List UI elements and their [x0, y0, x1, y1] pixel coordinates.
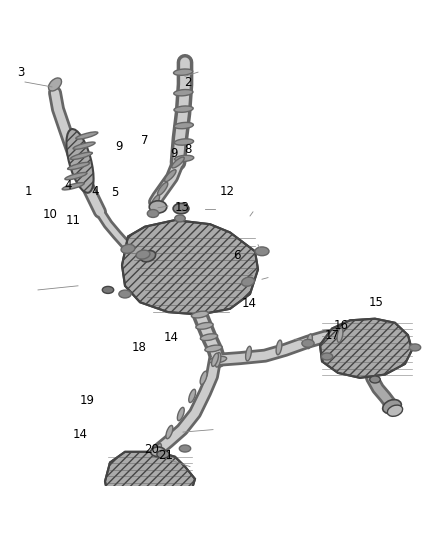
Ellipse shape	[174, 90, 193, 96]
Ellipse shape	[200, 334, 218, 341]
Ellipse shape	[73, 142, 95, 149]
Ellipse shape	[196, 322, 213, 329]
Ellipse shape	[191, 311, 208, 318]
Ellipse shape	[102, 286, 114, 294]
Text: 16: 16	[333, 319, 348, 332]
Ellipse shape	[172, 157, 184, 168]
Text: 9: 9	[115, 140, 123, 153]
Ellipse shape	[166, 425, 173, 439]
Ellipse shape	[67, 163, 90, 169]
Ellipse shape	[174, 106, 193, 112]
Ellipse shape	[189, 389, 196, 402]
Text: 2: 2	[184, 76, 192, 88]
Ellipse shape	[165, 169, 176, 182]
Ellipse shape	[276, 340, 282, 355]
Ellipse shape	[409, 344, 420, 351]
Text: 17: 17	[325, 329, 339, 342]
Ellipse shape	[209, 357, 226, 363]
Text: 7: 7	[141, 134, 148, 147]
Ellipse shape	[49, 78, 61, 91]
Text: 15: 15	[368, 296, 383, 309]
Ellipse shape	[212, 353, 219, 366]
Text: 14: 14	[73, 428, 88, 441]
Ellipse shape	[337, 328, 343, 343]
Ellipse shape	[246, 346, 251, 361]
Ellipse shape	[147, 209, 159, 217]
Text: 13: 13	[174, 201, 189, 214]
Ellipse shape	[175, 155, 194, 161]
Ellipse shape	[71, 152, 92, 159]
Text: 10: 10	[43, 208, 58, 221]
Text: 3: 3	[18, 67, 25, 79]
Text: 12: 12	[219, 184, 234, 198]
Text: 6: 6	[233, 249, 240, 262]
Ellipse shape	[179, 445, 191, 452]
Ellipse shape	[104, 506, 116, 513]
Ellipse shape	[67, 129, 94, 193]
Text: 4: 4	[64, 179, 72, 192]
Ellipse shape	[387, 405, 403, 416]
Ellipse shape	[205, 345, 222, 352]
Ellipse shape	[155, 443, 162, 457]
Ellipse shape	[200, 371, 207, 384]
Ellipse shape	[76, 132, 98, 139]
Ellipse shape	[65, 173, 87, 180]
Text: 19: 19	[80, 393, 95, 407]
Ellipse shape	[215, 352, 221, 367]
Ellipse shape	[149, 201, 167, 213]
Text: 20: 20	[144, 443, 159, 456]
Polygon shape	[122, 220, 258, 314]
Ellipse shape	[177, 407, 184, 421]
Ellipse shape	[321, 353, 333, 360]
Text: 14: 14	[163, 331, 178, 344]
Ellipse shape	[157, 450, 169, 458]
Ellipse shape	[302, 340, 314, 348]
Ellipse shape	[383, 400, 401, 414]
Text: 1: 1	[25, 184, 32, 198]
Text: 21: 21	[158, 449, 173, 462]
Ellipse shape	[173, 203, 189, 214]
Ellipse shape	[158, 182, 168, 196]
Ellipse shape	[151, 447, 166, 457]
Ellipse shape	[255, 247, 269, 256]
Ellipse shape	[136, 250, 150, 259]
Text: 9: 9	[170, 148, 178, 160]
Ellipse shape	[173, 69, 193, 75]
Polygon shape	[320, 319, 412, 378]
Text: 8: 8	[185, 143, 192, 156]
Text: 4: 4	[92, 184, 99, 198]
Text: 5: 5	[111, 185, 118, 198]
Ellipse shape	[119, 290, 131, 298]
Ellipse shape	[174, 139, 194, 145]
Ellipse shape	[62, 183, 84, 190]
Ellipse shape	[370, 376, 380, 383]
Text: 11: 11	[66, 214, 81, 228]
Ellipse shape	[140, 251, 155, 262]
Ellipse shape	[241, 277, 254, 286]
Ellipse shape	[174, 123, 193, 129]
Ellipse shape	[150, 195, 159, 209]
Text: 14: 14	[242, 297, 257, 310]
Ellipse shape	[121, 244, 135, 253]
Polygon shape	[105, 452, 195, 510]
Ellipse shape	[307, 334, 312, 349]
Ellipse shape	[171, 527, 189, 533]
Text: 18: 18	[132, 341, 147, 353]
Ellipse shape	[175, 215, 185, 222]
